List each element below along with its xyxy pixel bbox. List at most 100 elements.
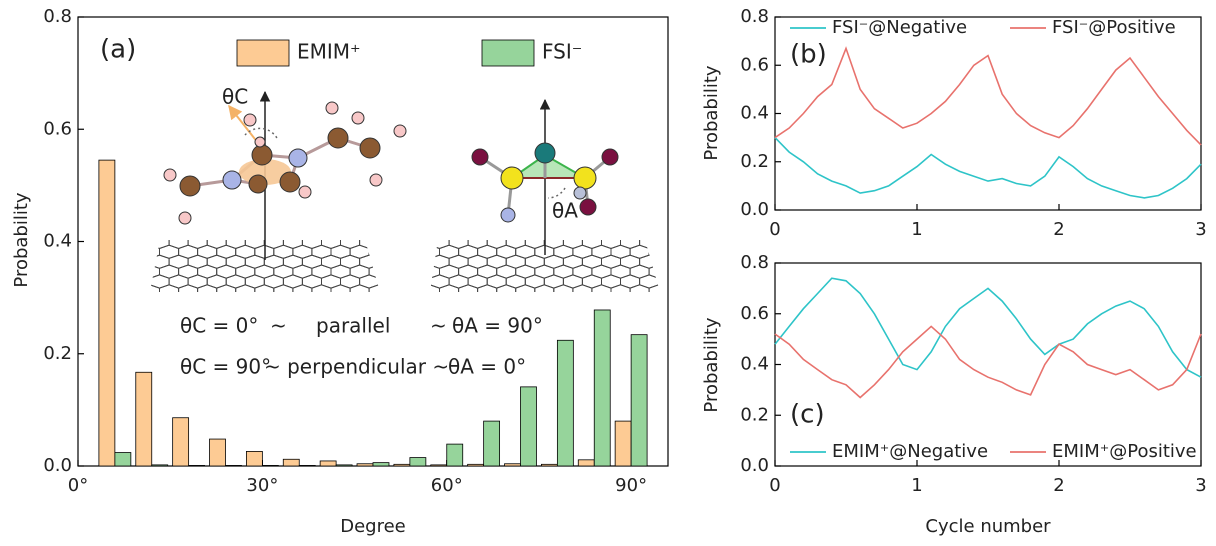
plot-frame: [774, 262, 1202, 467]
bar: [372, 462, 390, 467]
line-series: [774, 325, 1202, 399]
y-tick-label: 0.0: [740, 455, 769, 476]
graphene-ring: [178, 284, 199, 292]
legend-label: EMIM⁺@Negative: [832, 441, 988, 462]
graphene-ring: [398, 235, 417, 248]
graphene-ring: [592, 225, 611, 238]
y-tick-label: 0.4: [740, 103, 769, 124]
graphene-ring: [398, 255, 417, 268]
graphene-ring: [160, 225, 179, 238]
x-tick-label: 1: [911, 219, 922, 240]
graphene-ring: [477, 284, 498, 292]
graphene-ring: [121, 265, 140, 278]
graphene-ring: [235, 284, 256, 292]
graphene-ring: [198, 225, 217, 238]
y-tick-label: 0.8: [740, 6, 769, 27]
graphene-ring: [254, 284, 275, 292]
annotation: θA = 0°: [448, 355, 526, 379]
graphene-ring: [150, 274, 151, 289]
annotation: θA = 90°: [452, 314, 543, 338]
bar: [98, 159, 116, 467]
graphene-ring: [368, 284, 380, 292]
legend-swatch: [481, 39, 535, 67]
annotation: ~: [270, 314, 287, 338]
graphene-ring: [421, 225, 440, 238]
graphene-ring: [349, 284, 370, 292]
emim-molecule: [163, 90, 407, 260]
graphene-ring: [430, 274, 431, 289]
graphene-ring: [668, 225, 687, 238]
graphene-ring: [478, 225, 497, 238]
bar: [393, 463, 411, 467]
graphene-ring: [388, 225, 407, 238]
fsi-molecule: [471, 98, 619, 255]
graphene-ring: [150, 240, 151, 250]
y-tick-label: 0.4: [740, 354, 769, 375]
x-tick-label: 3: [1195, 219, 1206, 240]
annotation: parallel: [316, 314, 390, 338]
graphene-ring: [378, 240, 380, 250]
graphene-ring: [312, 225, 331, 238]
bar: [188, 465, 206, 467]
graphene-ring: [573, 225, 592, 238]
bar: [135, 371, 153, 467]
graphene-ring: [591, 284, 612, 292]
plot-frame: [77, 16, 669, 467]
graphene-ring: [368, 244, 380, 259]
graphene-ring: [630, 225, 649, 238]
graphene-ring: [388, 265, 407, 278]
graphene-ring: [273, 284, 294, 292]
y-tick-label: 0.6: [43, 118, 72, 139]
graphene-ring: [649, 225, 668, 238]
graphene-ring: [629, 284, 650, 292]
graphene-ring: [217, 225, 236, 238]
bar: [335, 464, 353, 467]
x-tick-label: 0: [769, 219, 780, 240]
graphene-ring: [668, 265, 687, 278]
graphene-ring: [330, 284, 351, 292]
graphene-ring: [378, 254, 380, 269]
x-tick-label: 30°: [246, 475, 278, 496]
graphene-ring: [121, 225, 140, 238]
graphene-ring: [439, 284, 460, 292]
graphene-left: [121, 225, 417, 292]
annotation: ~ perpendicular ~: [264, 355, 449, 379]
annotation: θC = 90°: [180, 355, 271, 379]
y-tick-label: 0.6: [740, 54, 769, 75]
bar: [282, 458, 300, 467]
graphene-ring: [292, 284, 313, 292]
annotation: θC = 0°: [180, 314, 258, 338]
graphene-ring: [458, 284, 479, 292]
graphene-ring: [197, 284, 218, 292]
y-tick-label: 0.8: [43, 6, 72, 27]
y-tick-label: 0.2: [43, 343, 72, 364]
x-tick-label: 60°: [431, 475, 463, 496]
y-tick-label: 0.0: [740, 199, 769, 220]
x-tick-label: 3: [1195, 475, 1206, 496]
graphene-ring: [516, 225, 535, 238]
bar: [319, 460, 337, 467]
bar: [209, 438, 226, 467]
x-axis-label: Degree: [340, 516, 406, 537]
graphene-ring: [236, 225, 255, 238]
bar: [483, 420, 501, 467]
bar: [577, 459, 595, 467]
annotation: ~: [430, 314, 447, 338]
graphene-ring: [216, 284, 237, 292]
y-tick-label: 0.0: [43, 455, 72, 476]
graphene-ring: [440, 225, 459, 238]
graphene-ring: [648, 244, 660, 259]
y-tick-label: 0.2: [740, 151, 769, 172]
bar: [409, 457, 427, 467]
bar: [446, 443, 464, 467]
graphene-ring: [378, 274, 380, 289]
bar: [556, 339, 574, 467]
line-series: [774, 46, 1202, 146]
graphene-ring: [398, 275, 417, 288]
bar: [614, 420, 632, 467]
x-axis-label: Cycle number: [925, 516, 1051, 537]
bar: [172, 417, 190, 467]
line-series: [774, 137, 1202, 199]
graphene-ring: [369, 225, 388, 238]
